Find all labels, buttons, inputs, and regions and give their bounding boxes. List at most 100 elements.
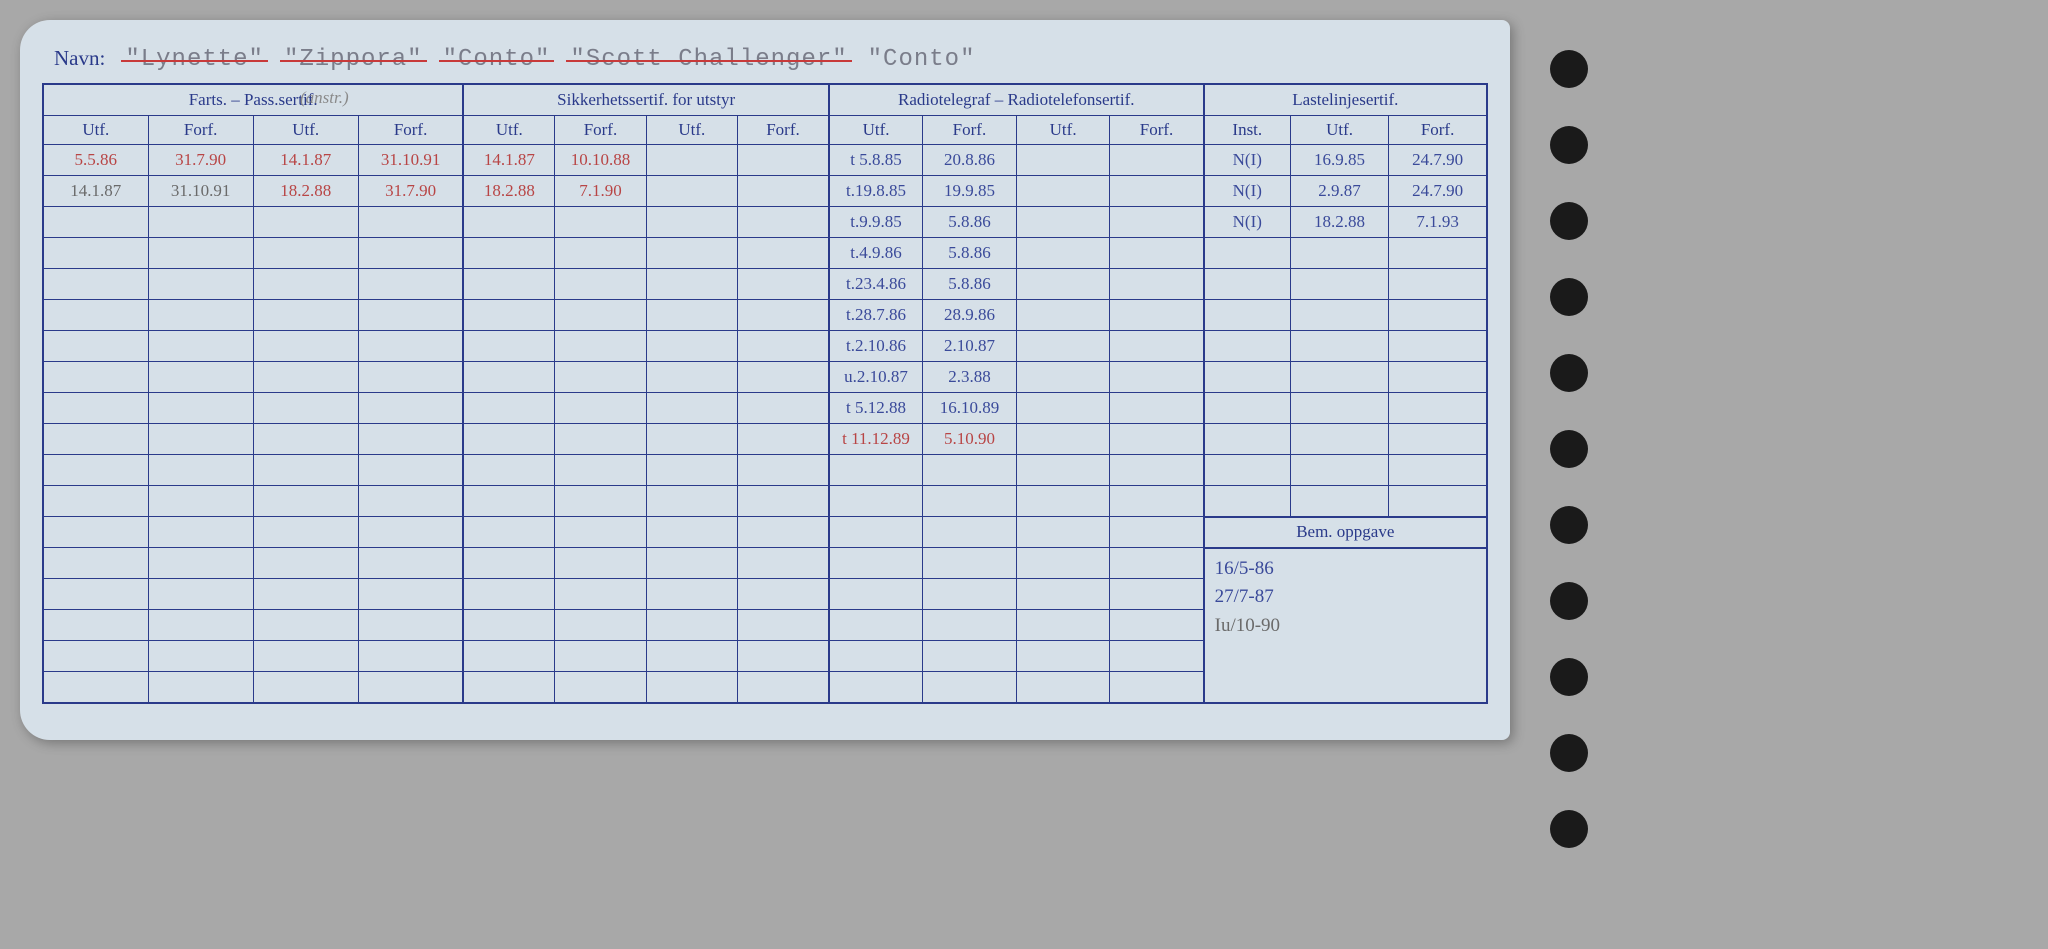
cell [1290,331,1388,362]
cell [148,579,253,610]
cell: 5.10.90 [923,424,1017,455]
col-utf: Utf. [253,116,358,145]
cell [829,672,923,703]
cell [646,424,737,455]
cell: 5.8.86 [923,238,1017,269]
bem-line: Iu/10-90 [1215,612,1476,641]
cell [463,579,554,610]
cell [1110,486,1204,517]
cell [555,424,646,455]
cell [738,579,829,610]
cell [1389,331,1487,362]
cell [738,486,829,517]
cell [43,517,148,548]
cell [358,331,463,362]
cell [253,610,358,641]
cell [738,517,829,548]
cell: t.2.10.86 [829,331,923,362]
cell [253,362,358,393]
ship-name-2: "Zippora" [284,46,423,73]
cell [738,641,829,672]
cell [738,269,829,300]
cell [1110,145,1204,176]
cell [923,455,1017,486]
cell [646,486,737,517]
cell [463,207,554,238]
cell [1110,672,1204,703]
cell: u.2.10.87 [829,362,923,393]
header-laste: Lastelinjesertif. [1204,84,1487,116]
cell [1389,269,1487,300]
cell: 14.1.87 [43,176,148,207]
col-inst: Inst. [1204,116,1291,145]
cell [148,393,253,424]
group-header-row: Farts. – Pass.sertif. Sikkerhetssertif. … [43,84,1487,116]
cell [43,579,148,610]
bem-line: 27/7-87 [1215,583,1476,612]
table-row: 5.5.86 31.7.90 14.1.87 31.10.91 14.1.87 … [43,145,1487,176]
cell [1389,455,1487,486]
cell [646,455,737,486]
cell [1110,207,1204,238]
pencil-note: (anstr.) [300,88,349,108]
col-forf: Forf. [1389,116,1487,145]
cell [1204,393,1291,424]
cell [43,207,148,238]
cell [646,238,737,269]
cell [829,641,923,672]
cell [43,641,148,672]
cell [253,641,358,672]
cell: 7.1.90 [555,176,646,207]
hole-icon [1550,810,1588,848]
cell [555,641,646,672]
table-row: t 11.12.89 5.10.90 [43,424,1487,455]
cell: t.23.4.86 [829,269,923,300]
cell [1290,269,1388,300]
cell [1290,300,1388,331]
cell [1204,362,1291,393]
cell [555,393,646,424]
cell [1110,362,1204,393]
cell [148,269,253,300]
table-row: t.28.7.86 28.9.86 [43,300,1487,331]
cell: 31.10.91 [148,176,253,207]
cell [148,455,253,486]
col-forf: Forf. [358,116,463,145]
binder-holes [1550,50,1588,848]
cell [1204,269,1291,300]
col-utf: Utf. [829,116,923,145]
cell [738,145,829,176]
cell [1016,424,1110,455]
cell [738,424,829,455]
cell [555,517,646,548]
col-forf: Forf. [148,116,253,145]
cell [1016,548,1110,579]
cell [358,300,463,331]
cell [358,579,463,610]
cell [1389,300,1487,331]
cell [358,269,463,300]
cell [1290,362,1388,393]
cell [923,641,1017,672]
cell [43,672,148,703]
table-row: t 5.12.88 16.10.89 [43,393,1487,424]
cell [463,548,554,579]
hole-icon [1550,430,1588,468]
cell [646,362,737,393]
cell [1016,579,1110,610]
cell [463,238,554,269]
cell [555,548,646,579]
cell: 28.9.86 [923,300,1017,331]
cell [555,269,646,300]
cell: 19.9.85 [923,176,1017,207]
ship-name-3: "Conto" [443,46,551,73]
cell [358,455,463,486]
hole-icon [1550,126,1588,164]
hole-icon [1550,506,1588,544]
cell: 31.7.90 [358,176,463,207]
cell [738,331,829,362]
cell [1290,238,1388,269]
cell [829,455,923,486]
table-row [43,486,1487,517]
cell [358,548,463,579]
